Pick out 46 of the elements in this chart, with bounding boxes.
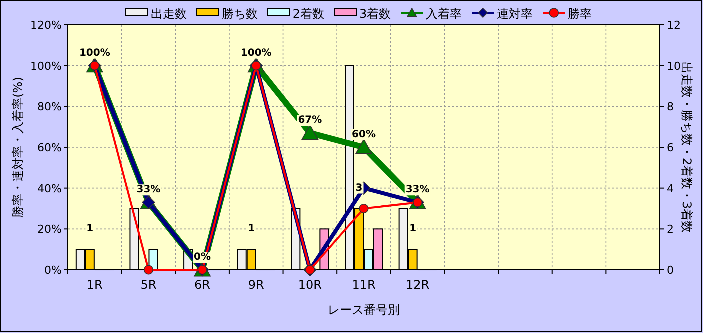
x-axis-title: レース番号別 [328,303,400,317]
point [302,124,319,140]
point [144,265,154,275]
data-label: 1 [410,224,417,235]
data-label: 60% [352,130,376,140]
y2-tick-label: 10 [667,60,681,73]
y2-tick-label: 6 [667,142,674,154]
x-tick-label: 9R [248,278,264,292]
legend-label: 連対率 [497,7,534,21]
legend-label: 勝ち数 [222,7,258,21]
x-tick-label: 12R [406,278,430,292]
data-label: 1 [86,224,94,235]
y-axis-title: 勝率・連対率・入着率(%) [11,77,25,218]
y2-tick-label: 2 [667,223,674,236]
data-label: 100% [79,48,110,59]
data-label: 3 [356,182,363,194]
legend-label: 3着数 [360,7,392,21]
x-tick-label: 10R [298,278,322,292]
x-tick-label: 11R [352,278,376,292]
x-tick-label: 1R [86,278,103,292]
y-tick-label: 60% [38,142,62,154]
x-tick-label: 6R [194,278,211,292]
point [356,139,372,154]
legend-label: 勝率 [568,7,592,21]
legend-label: 2着数 [292,7,324,21]
data-label: 67% [298,115,322,126]
y-tick-label: 40% [38,182,62,196]
y-tick-label: 100% [30,60,62,73]
legend-label: 出走数 [150,7,187,21]
y2-axis-title: 出走数・勝ち数・2着数・3着数 [680,62,694,234]
legend-label: 入着率 [426,7,462,21]
y-tick-label: 80% [38,100,62,114]
point [359,204,369,214]
y2-tick-label: 12 [667,19,681,32]
data-label: 100% [240,48,272,59]
y-tick-label: 20% [38,223,62,236]
y-tick-label: 120% [30,19,62,32]
data-label: 33% [136,184,161,196]
data-label: 33% [406,184,430,196]
y-tick-label: 0% [44,264,62,277]
data-label: 0% [194,252,212,263]
y2-tick-label: 4 [667,182,674,196]
y2-tick-label: 8 [667,100,674,114]
x-tick-label: 5R [140,278,157,292]
data-label: 1 [248,224,256,235]
y2-tick-label: 0 [667,264,674,277]
